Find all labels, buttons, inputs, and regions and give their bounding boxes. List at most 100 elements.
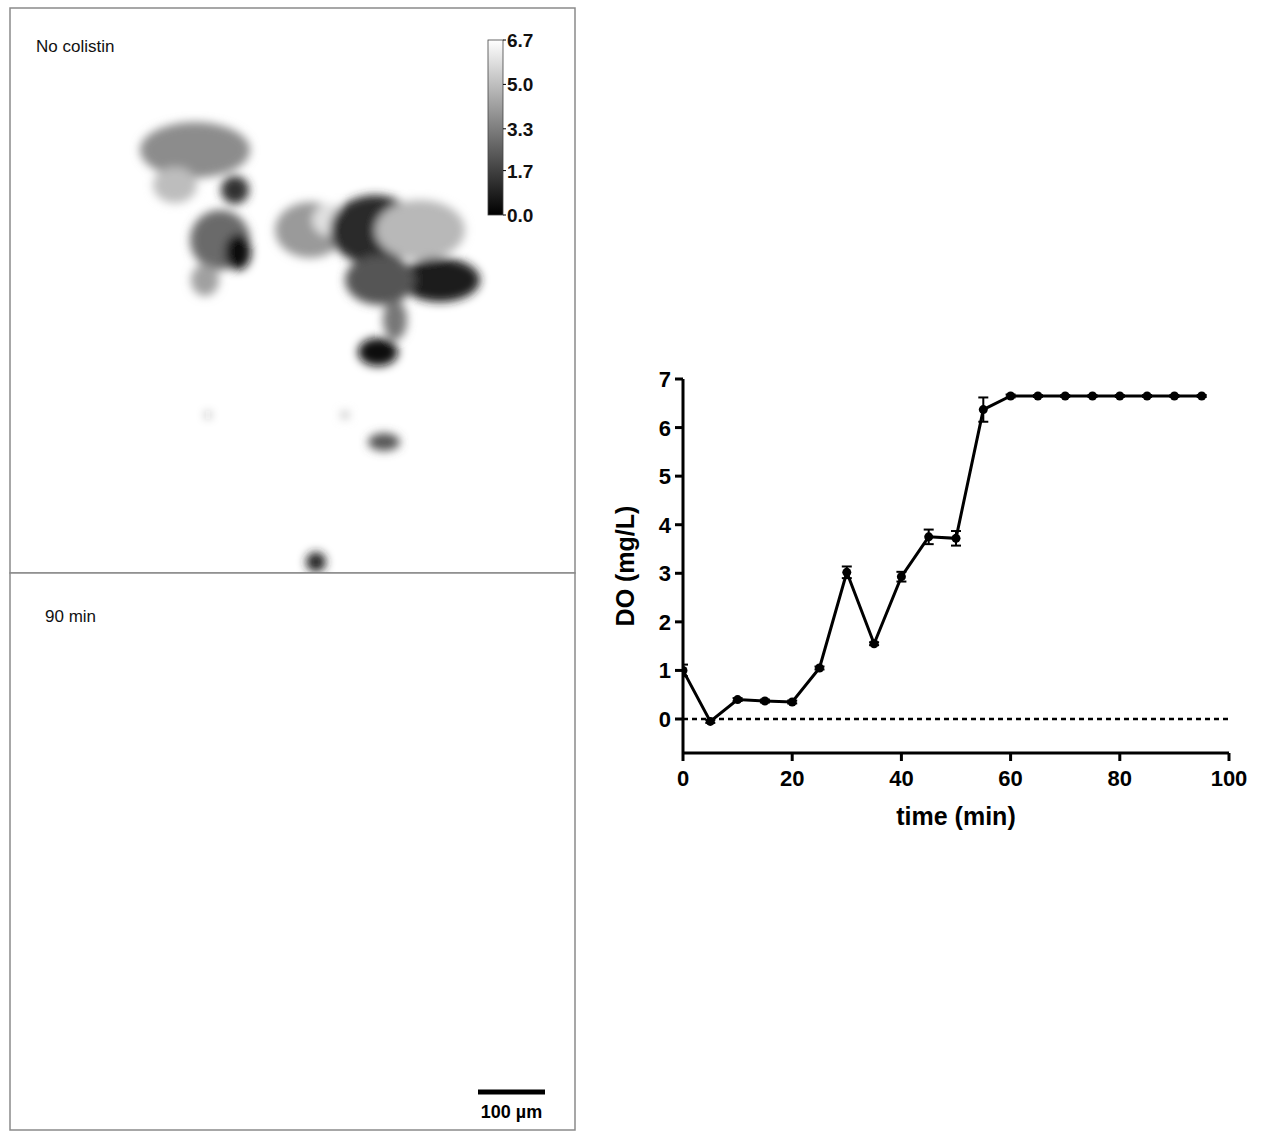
data-point [1006, 392, 1015, 401]
y-tick-label: 6 [659, 416, 671, 441]
y-tick [675, 718, 683, 721]
biofilm-patch [368, 433, 400, 451]
y-tick [675, 620, 683, 623]
data-point [1033, 392, 1042, 401]
y-tick-label: 1 [659, 658, 671, 683]
error-cap [951, 530, 961, 532]
error-cap [924, 543, 934, 545]
x-tick [900, 753, 903, 761]
error-bar [896, 572, 906, 582]
biofilm-patch [221, 176, 249, 204]
x-tick-label: 80 [1108, 766, 1132, 791]
scale-bar [478, 1090, 545, 1095]
x-tick [1118, 753, 1121, 761]
y-tick [675, 523, 683, 526]
x-tick-label: 20 [780, 766, 804, 791]
data-point [1170, 392, 1179, 401]
colorbar-tick [503, 40, 506, 41]
image-frame [10, 8, 575, 573]
x-tick-label: 0 [677, 766, 689, 791]
error-cap [924, 529, 934, 531]
data-point [1143, 392, 1152, 401]
y-tick-label: 2 [659, 610, 671, 635]
y-tick [675, 572, 683, 575]
x-tick-label: 60 [998, 766, 1022, 791]
biofilm-patch [383, 300, 407, 340]
y-axis-title: DO (mg/L) [611, 506, 639, 627]
y-tick [675, 378, 683, 381]
x-tick-label: 100 [1211, 766, 1248, 791]
data-point [1061, 392, 1070, 401]
error-bar [924, 530, 934, 545]
colorbar-tick-label: 0.0 [507, 205, 533, 226]
biofilm-patch [190, 210, 250, 270]
y-tick [675, 669, 683, 672]
error-bar [683, 665, 688, 677]
y-tick-label: 3 [659, 561, 671, 586]
x-tick [1009, 753, 1012, 761]
biofilm-patch [375, 200, 465, 260]
error-bar [978, 397, 988, 421]
error-cap [978, 396, 988, 398]
data-point [788, 698, 797, 707]
y-tick [675, 426, 683, 429]
biofilm-patch [341, 411, 349, 419]
biofilm-patch [191, 264, 219, 296]
y-axis [682, 379, 685, 753]
figure: No colistin0.01.73.35.06.790 min100 µm01… [0, 0, 1265, 1135]
reference-line [683, 718, 1229, 721]
biofilm-patch [206, 413, 210, 417]
error-cap [683, 664, 688, 666]
biofilm-image [140, 122, 480, 572]
data-point [979, 405, 988, 414]
data-point [952, 534, 961, 543]
biofilm-patch [306, 552, 326, 572]
error-cap [683, 675, 688, 677]
y-tick [675, 475, 683, 478]
image-frame [10, 573, 575, 1130]
biofilm-patch [225, 234, 251, 270]
x-tick [1228, 753, 1231, 761]
data-point [1088, 392, 1097, 401]
error-cap [951, 545, 961, 547]
error-cap [978, 421, 988, 423]
colorbar-tick-label: 5.0 [507, 74, 533, 95]
data-point [1115, 392, 1124, 401]
x-axis-title: time (min) [896, 802, 1015, 830]
colorbar-tick-label: 1.7 [507, 161, 533, 182]
error-cap [842, 577, 852, 579]
data-point [760, 697, 769, 706]
data-point [870, 639, 879, 648]
y-tick-label: 7 [659, 367, 671, 392]
biofilm-patch [345, 255, 415, 305]
y-tick-label: 5 [659, 464, 671, 489]
colorbar-tick [503, 170, 506, 171]
error-bar [842, 566, 852, 578]
data-point [924, 532, 933, 541]
colorbar-tick-label: 6.7 [507, 30, 533, 51]
panel-title: No colistin [36, 37, 114, 56]
colorbar-tick-label: 3.3 [507, 119, 533, 140]
data-point [683, 666, 688, 675]
data-point [842, 568, 851, 577]
colorbar-tick [503, 215, 506, 216]
biofilm-patch [140, 122, 250, 178]
x-axis [683, 752, 1229, 755]
y-tick-label: 4 [659, 513, 672, 538]
x-tick [682, 753, 685, 761]
biofilm-patch [153, 167, 197, 203]
error-bar [951, 531, 961, 546]
colorbar-tick [503, 128, 506, 129]
x-tick [791, 753, 794, 761]
biofilm-patch [358, 338, 398, 366]
data-point [897, 572, 906, 581]
colorbar-tick [503, 84, 506, 85]
y-tick-label: 0 [659, 707, 671, 732]
error-cap [842, 565, 852, 567]
data-point [733, 695, 742, 704]
x-tick-label: 40 [889, 766, 913, 791]
data-point [815, 664, 824, 673]
data-point [706, 717, 715, 726]
data-line [683, 396, 1202, 721]
scale-bar-label: 100 µm [481, 1102, 542, 1122]
